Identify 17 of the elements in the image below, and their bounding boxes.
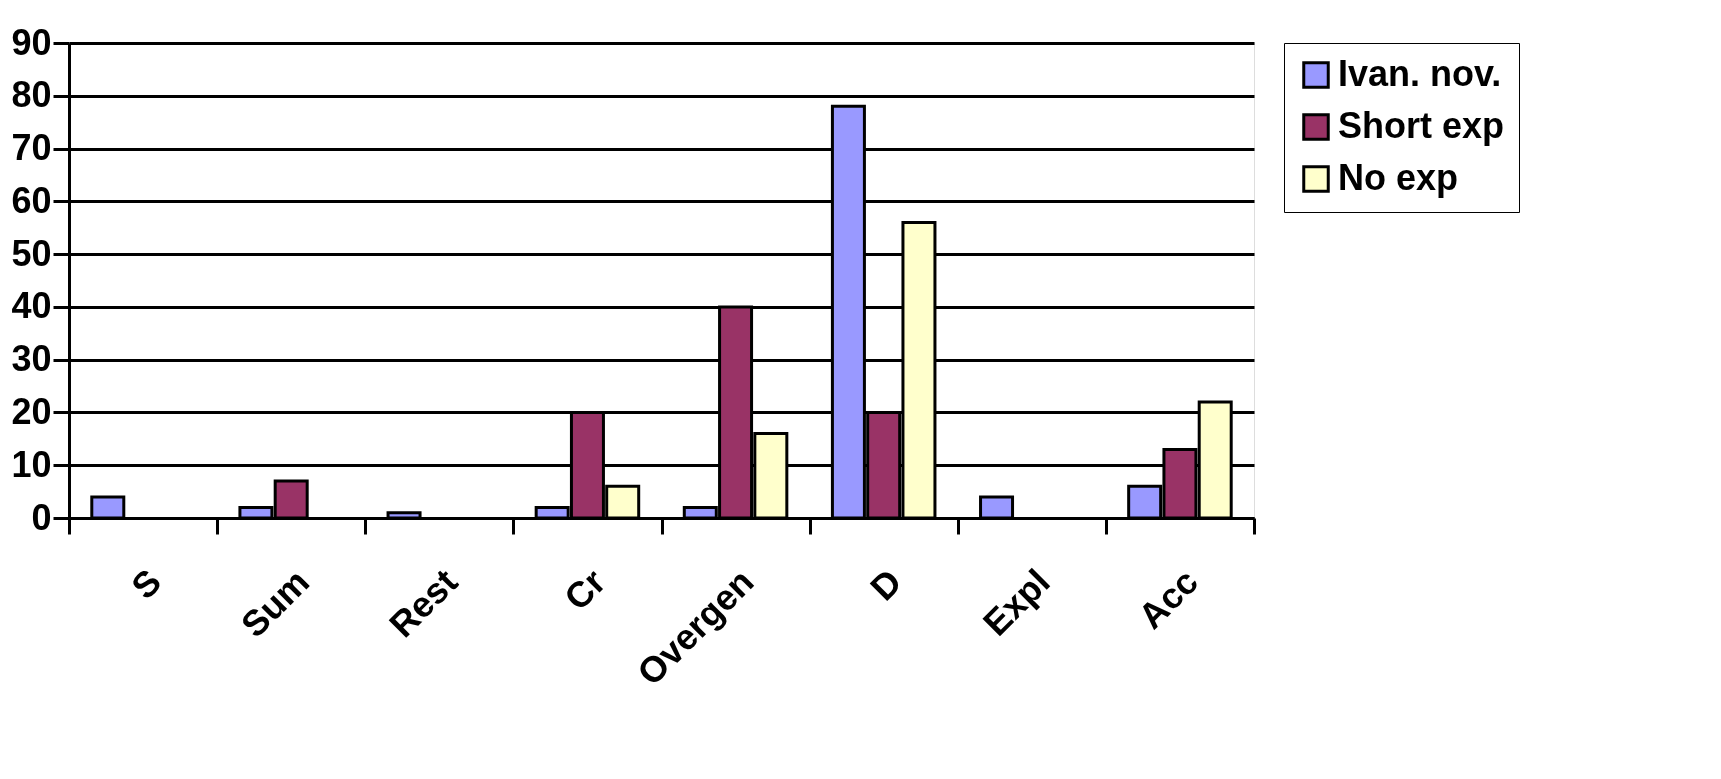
x-tick-label: S — [123, 560, 170, 607]
y-tick-label: 40 — [11, 285, 52, 327]
y-tick-label: 50 — [11, 232, 52, 274]
y-tick-label: 10 — [11, 443, 52, 485]
y-tick-label: 80 — [11, 74, 52, 116]
legend-label: No exp — [1338, 157, 1459, 198]
x-tick-label: D — [862, 560, 910, 609]
y-tick-label: 70 — [11, 127, 52, 169]
x-tick-label: Cr — [556, 560, 614, 619]
legend-label: Ivan. nov. — [1338, 53, 1502, 94]
legend-label: Short exp — [1338, 105, 1505, 146]
y-tick-label: 60 — [11, 179, 52, 221]
y-tick-label: 0 — [31, 496, 52, 538]
x-tick-label: Acc — [1130, 560, 1206, 637]
y-tick-label: 20 — [11, 390, 52, 432]
y-tick-label: 30 — [11, 338, 52, 380]
y-tick-label: 90 — [11, 21, 52, 63]
